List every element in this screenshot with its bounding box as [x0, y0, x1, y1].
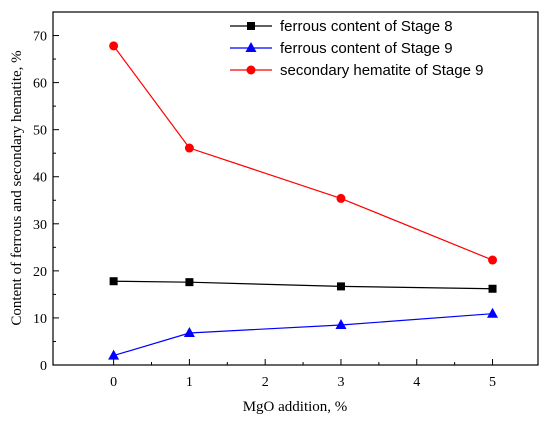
legend-label-2: ferrous content of Stage 9 [280, 40, 453, 57]
series-2-point [183, 326, 195, 337]
series-lines [113, 45, 493, 357]
y-tick-label: 50 [33, 124, 47, 139]
x-tick-label: 2 [262, 375, 269, 390]
x-tick-label: 5 [489, 375, 496, 390]
x-tick-label: 4 [413, 375, 420, 390]
x-tick-label: 3 [337, 375, 344, 390]
series-1-point [488, 284, 497, 293]
series-3-point [109, 41, 119, 51]
axis-ticks [53, 35, 494, 366]
y-tick-label: 10 [33, 312, 47, 327]
y-tick-label: 0 [40, 359, 47, 374]
series-3-point [184, 143, 194, 153]
x-tick-label: 0 [110, 375, 117, 390]
series-1-point [185, 278, 194, 287]
series-2-point [108, 349, 120, 360]
series-line-3 [113, 45, 493, 261]
series-markers [108, 41, 499, 360]
series-2-point [487, 307, 499, 318]
legend: ferrous content of Stage 8 ferrous conten… [230, 18, 483, 79]
legend-marker-3 [246, 65, 256, 75]
x-tick-label: 1 [186, 375, 193, 390]
y-tick-label: 70 [33, 30, 47, 45]
series-3-point [336, 193, 346, 203]
y-tick-label: 40 [33, 171, 47, 186]
series-3-point [488, 255, 498, 265]
legend-marker-1 [247, 22, 255, 30]
y-axis-title: Content of ferrous and secondary hematit… [9, 50, 25, 325]
tick-labels: 0 10 20 30 40 50 60 70 0 1 2 3 4 5 [33, 30, 496, 390]
series-line-2 [113, 313, 493, 357]
series-1-point [109, 277, 118, 286]
legend-marker-2 [245, 42, 257, 52]
y-tick-label: 20 [33, 265, 47, 280]
y-tick-label: 60 [33, 77, 47, 92]
legend-label-3: secondary hematite of Stage 9 [280, 62, 483, 79]
series-1-point [336, 282, 345, 291]
series-2-point [335, 318, 347, 329]
legend-label-1: ferrous content of Stage 8 [280, 18, 453, 35]
y-tick-label: 30 [33, 218, 47, 233]
series-line-1 [113, 280, 493, 290]
plot-frame [52, 11, 539, 366]
x-axis-title: MgO addition, % [243, 399, 348, 415]
